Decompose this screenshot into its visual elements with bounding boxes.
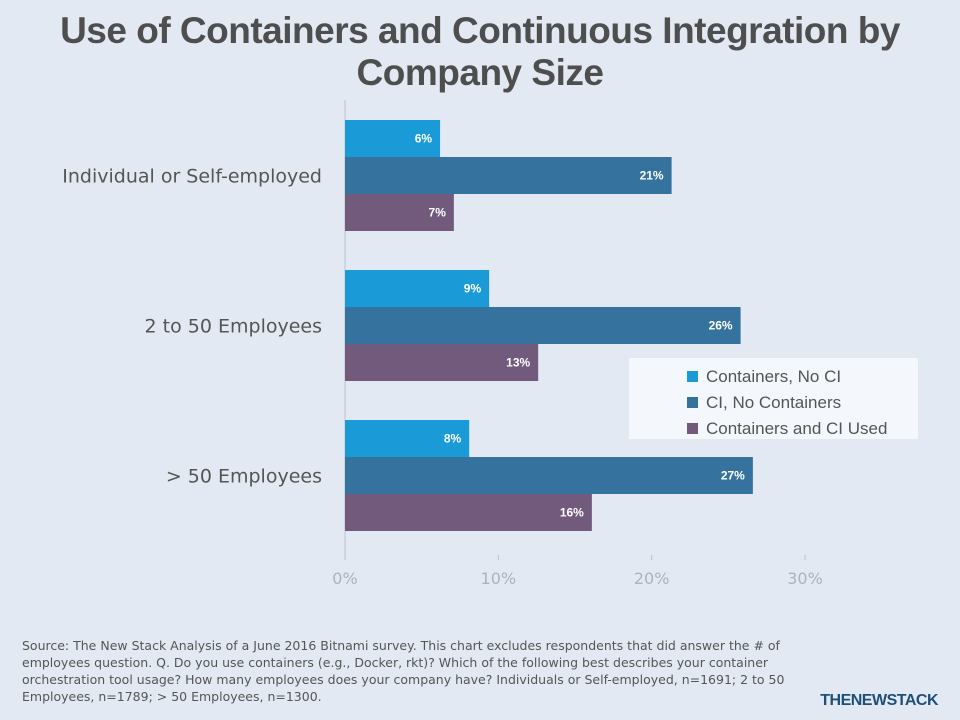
bar	[345, 344, 539, 381]
bar-value-label: 13%	[506, 356, 530, 370]
legend-swatch	[687, 371, 698, 382]
source-note: Source: The New Stack Analysis of a June…	[22, 638, 785, 704]
bar	[345, 194, 454, 231]
legend-label: Containers, No CI	[706, 367, 841, 386]
bar-value-label: 27%	[721, 469, 745, 483]
x-tick-label: 0%	[332, 569, 357, 588]
category-label: > 50 Employees	[166, 466, 322, 488]
category-label: Individual or Self-employed	[62, 166, 322, 188]
bar-value-label: 6%	[415, 132, 433, 146]
bar-value-label: 8%	[444, 432, 462, 446]
x-tick-label: 10%	[481, 569, 517, 588]
bar-value-label: 7%	[429, 206, 447, 220]
chart-title: Use of Containers and Continuous Integra…	[60, 10, 900, 93]
bar-value-label: 26%	[709, 319, 733, 333]
legend-swatch	[687, 397, 698, 408]
bar	[345, 120, 441, 157]
bars-layer: 6% 21% 7% 9% 26% 13% 8% 27% 16%	[345, 120, 753, 531]
bar	[345, 494, 592, 531]
bar-value-label: 21%	[640, 169, 664, 183]
bar-value-label: 16%	[560, 506, 584, 520]
bar-value-label: 9%	[464, 282, 482, 296]
category-label: 2 to 50 Employees	[145, 316, 322, 338]
x-tick-label: 30%	[787, 569, 823, 588]
x-tick-label: 20%	[634, 569, 670, 588]
bar	[345, 157, 672, 194]
legend-swatch	[687, 423, 698, 434]
bar	[345, 420, 470, 457]
bar	[345, 270, 490, 307]
brand-logo: THENEWSTACK	[820, 692, 938, 709]
axis-layer: 0% 10% 20% 30% Individual or Self-employed 2 …	[62, 100, 823, 588]
legend-label: Containers and CI Used	[706, 419, 887, 438]
bar	[345, 457, 753, 494]
legend: Containers, No CI CI, No Containers Contai…	[629, 358, 918, 439]
bar	[345, 307, 741, 344]
legend-box	[629, 358, 918, 439]
legend-label: CI, No Containers	[706, 393, 841, 412]
